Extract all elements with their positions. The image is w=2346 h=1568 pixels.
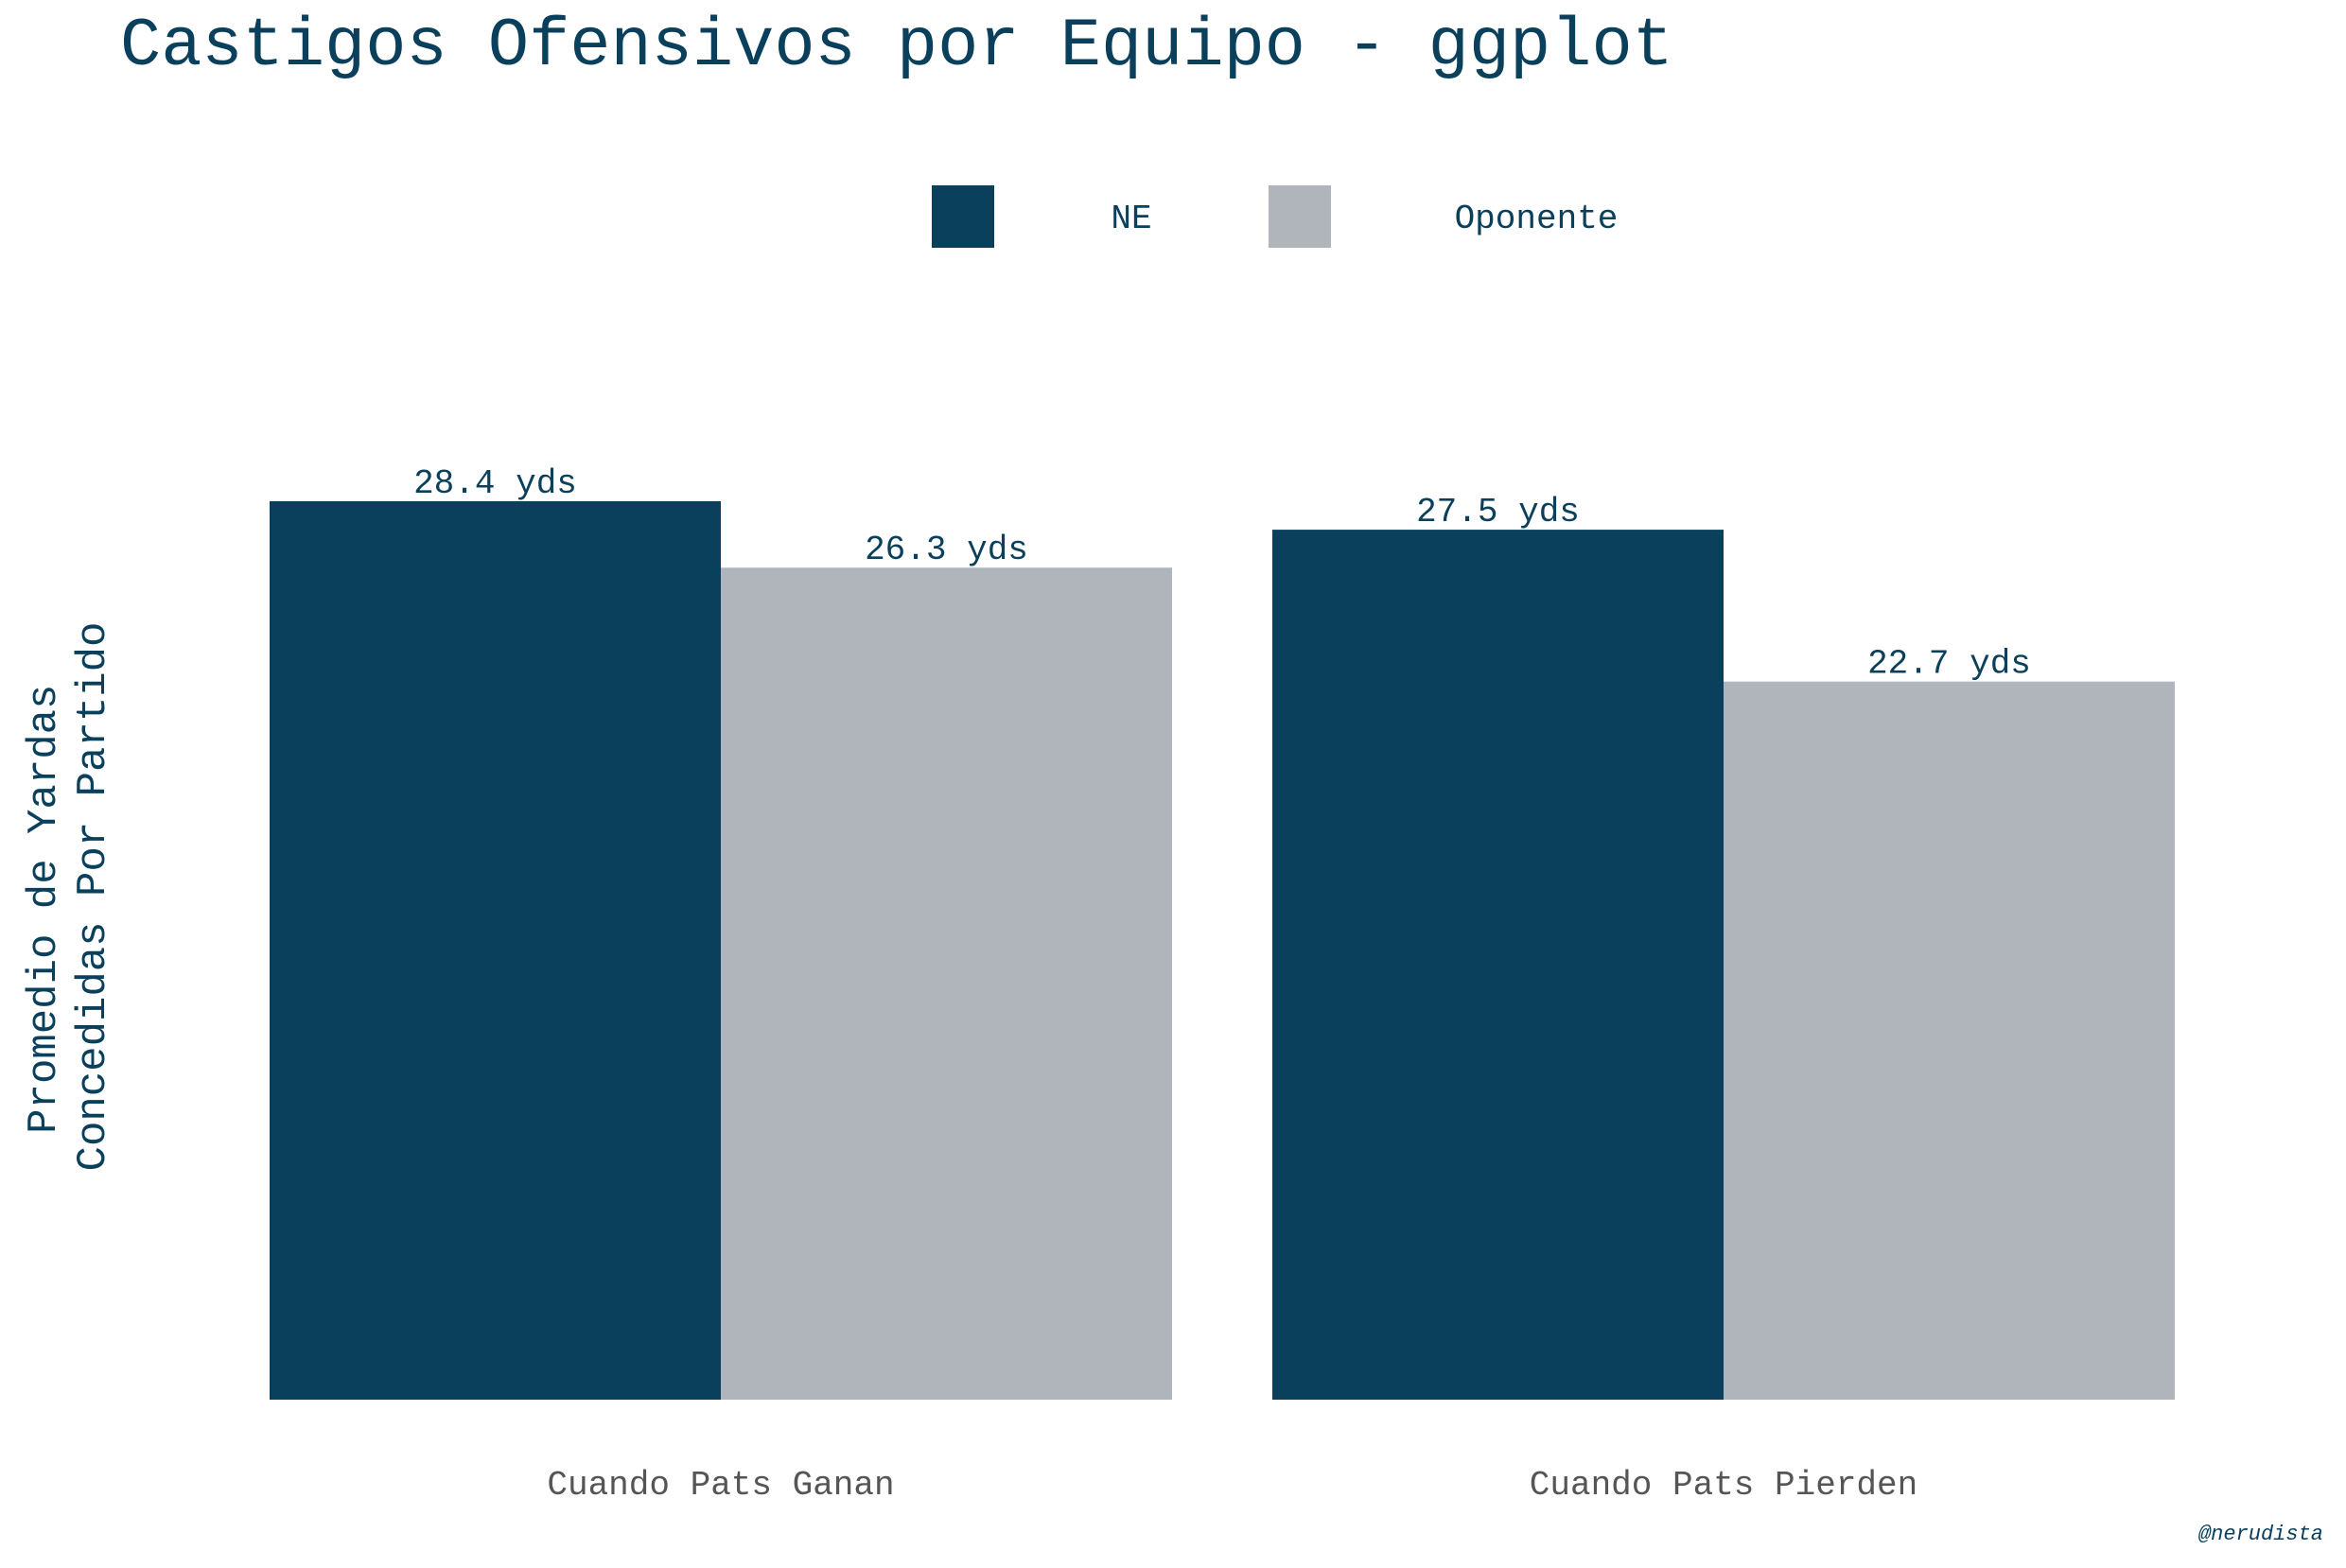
caption: @nerudista: [2198, 1523, 2323, 1546]
chart-title: Castigos Ofensivos por Equipo - ggplot: [120, 8, 1673, 85]
value-label-oponente-cuando-pats-ganan: 26.3 yds: [865, 531, 1028, 569]
legend-label-ne: NE: [1111, 200, 1151, 238]
value-label-ne-cuando-pats-pierden: 27.5 yds: [1416, 493, 1580, 531]
legend-label-oponente: Oponente: [1455, 200, 1619, 238]
bar-ne-cuando-pats-pierden: [1272, 530, 1724, 1400]
value-label-oponente-cuando-pats-pierden: 22.7 yds: [1867, 645, 2031, 684]
value-label-ne-cuando-pats-ganan: 28.4 yds: [413, 464, 577, 503]
y-axis-label-line-2: Concedidas Por Partido: [70, 622, 117, 1172]
bar-ne-cuando-pats-ganan: [270, 501, 721, 1400]
bars: [270, 501, 2175, 1400]
legend-key-oponente: [1269, 185, 1331, 248]
x-tick-label-cuando-pats-pierden: Cuando Pats Pierden: [1530, 1466, 1917, 1505]
x-tick-label-cuando-pats-ganan: Cuando Pats Ganan: [547, 1466, 894, 1505]
value-labels: 28.4 yds 26.3 yds 27.5 yds 22.7 yds: [413, 464, 2031, 684]
legend: NE Oponente: [932, 185, 1618, 248]
bar-oponente-cuando-pats-pierden: [1724, 681, 2175, 1400]
y-axis-label-line-1: Promedio de Yardas: [21, 685, 68, 1134]
y-axis-label: Promedio de Yardas Concedidas Por Partid…: [21, 622, 117, 1172]
legend-key-ne: [932, 185, 994, 248]
bar-oponente-cuando-pats-ganan: [721, 567, 1172, 1400]
x-tick-labels: Cuando Pats Ganan Cuando Pats Pierden: [547, 1466, 1917, 1505]
